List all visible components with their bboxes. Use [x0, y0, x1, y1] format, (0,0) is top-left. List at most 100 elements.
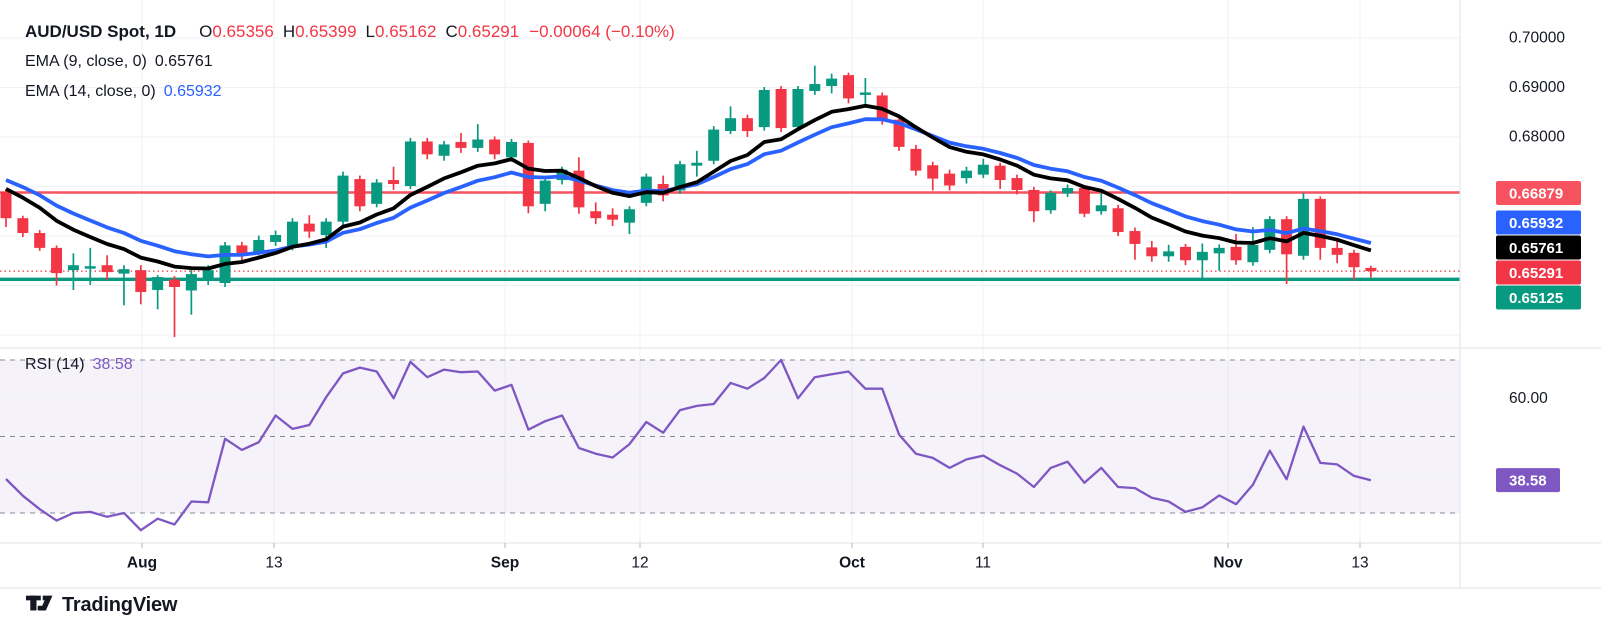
candle-body-up [152, 277, 164, 290]
rsi-label[interactable]: RSI (14) [25, 356, 85, 373]
candle-body-up [623, 209, 635, 223]
candle-body-up [674, 164, 686, 191]
candle-body-down [421, 141, 433, 155]
candle-body-up [539, 180, 551, 204]
candle-body-up [1196, 251, 1208, 261]
price-badge-value: 0.65125 [1509, 290, 1563, 307]
ema14-label[interactable]: EMA (14, close, 0) [25, 83, 156, 100]
ema9-label[interactable]: EMA (9, close, 0) [25, 53, 147, 70]
candle-body-down [354, 179, 366, 207]
candle-body-down [1180, 246, 1191, 261]
ema9-row: EMA (9, close, 0) 0.65761 [25, 47, 675, 77]
candle-body-down [1146, 247, 1158, 257]
candle-body-up [337, 175, 349, 222]
symbol-title[interactable]: AUD/USD Spot, 1D [25, 22, 177, 41]
candle-body-down [994, 165, 1006, 181]
time-axis-label: 11 [975, 555, 991, 572]
candle-body-down [1028, 189, 1040, 212]
price-badge [1496, 260, 1581, 285]
price-axis-label: 0.70000 [1509, 30, 1565, 47]
candle-body-down [388, 180, 400, 185]
candle-body-up [185, 274, 197, 291]
time-axis-label: Oct [839, 555, 865, 572]
candle-body-down [927, 165, 939, 179]
candle-body-down [893, 119, 905, 147]
candle-body-up [1163, 251, 1175, 257]
price-badge [1496, 235, 1581, 260]
candle-body-down [843, 75, 854, 99]
time-axis-label: 12 [631, 555, 648, 572]
rsi-badge-value: 38.58 [1509, 473, 1547, 490]
price-badge-value: 0.65932 [1509, 215, 1563, 232]
close-label: C [445, 22, 458, 41]
candle-body-up [1045, 192, 1057, 211]
candle-body-up [84, 266, 96, 269]
candle-body-up [859, 92, 871, 95]
candle-body-down [944, 173, 956, 186]
candle-body-down [1281, 219, 1293, 255]
candle-body-down [1230, 246, 1242, 261]
candle-body-up [320, 221, 332, 236]
price-badge-value: 0.65291 [1509, 265, 1563, 282]
candle-body-up [472, 139, 484, 148]
candle-body-down [101, 265, 113, 273]
candle-body-down [607, 214, 619, 220]
candle-body-up [1062, 187, 1074, 194]
close-value: 0.65291 [457, 22, 520, 41]
tradingview-logo[interactable]: TradingView [26, 593, 177, 617]
candle-body-down [1365, 267, 1377, 272]
candle-body-down [741, 118, 753, 132]
candle-body-up [809, 84, 821, 91]
rsi-line [5, 358, 1372, 532]
candle-body-up [691, 162, 703, 166]
time-axis-label: 13 [1351, 555, 1368, 572]
candle-body-up [438, 144, 450, 156]
tradingview-icon [26, 595, 53, 611]
candle-body-up [708, 129, 720, 161]
candle-body-down [1011, 178, 1023, 190]
candle-body-down [1112, 208, 1124, 233]
high-value: 0.65399 [295, 22, 357, 41]
open-label: O [199, 22, 213, 41]
candle-body-up [1264, 219, 1276, 250]
candle-body-up [286, 221, 298, 248]
open-value: 0.65356 [212, 22, 274, 41]
tradingview-wordmark: TradingView [62, 593, 178, 616]
candle-body-down [34, 233, 46, 248]
candle-body-down [303, 223, 315, 232]
candle-body-up [826, 78, 838, 87]
candle-body-down [489, 139, 501, 155]
candle-body-down [1331, 247, 1343, 255]
candle-body-up [1095, 205, 1107, 212]
candle-body-up [758, 89, 770, 128]
candle-body-down [135, 270, 147, 292]
candle-body-up [118, 269, 130, 274]
time-axis-label: Sep [491, 555, 519, 572]
price-badge [1496, 181, 1581, 205]
ema14-row: EMA (14, close, 0) 0.65932 [25, 77, 675, 107]
candle-body-down [775, 88, 787, 129]
candle-body-down [1348, 252, 1360, 268]
candle-body-up [725, 118, 737, 132]
price-axis-label: 0.68000 [1509, 129, 1565, 146]
time-axis-label: Nov [1213, 555, 1243, 572]
low-label: L [365, 22, 376, 41]
low-value: 0.65162 [375, 22, 437, 41]
candle-body-down [590, 211, 602, 219]
ema9-value: 0.65761 [154, 53, 213, 70]
candle-body-down [522, 142, 534, 207]
candle-body-down [573, 170, 585, 208]
rsi-badge [1496, 468, 1560, 493]
candle-body-down [455, 141, 467, 148]
candle-body-up [506, 141, 517, 158]
price-badge [1496, 285, 1581, 310]
candle-body-down [1129, 231, 1141, 244]
legend: AUD/USD Spot, 1D O0.65356 H0.65399 L0.65162… [25, 17, 675, 107]
candle-body-up [404, 141, 416, 187]
symbol-row: AUD/USD Spot, 1D O0.65356 H0.65399 L0.65162… [25, 17, 675, 47]
rsi-value: 38.58 [92, 356, 133, 373]
candle-body-up [202, 270, 214, 281]
time-axis-label: Aug [127, 555, 157, 572]
